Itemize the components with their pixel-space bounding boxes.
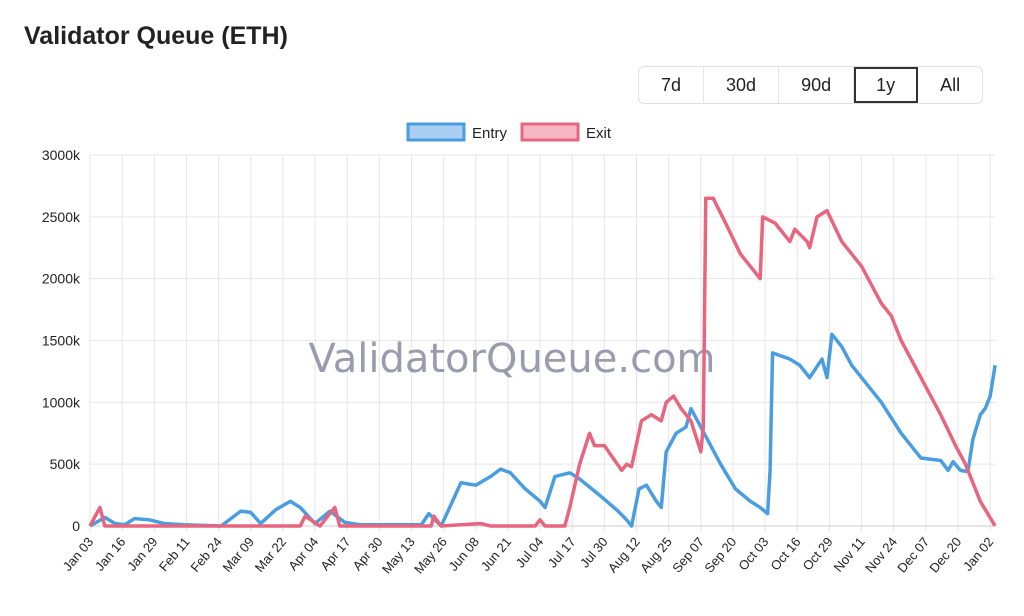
range-90d-button[interactable]: 90d [779,67,855,103]
x-tick-label: Oct 29 [800,534,836,573]
x-tick-label: Aug 12 [605,534,643,575]
page-title: Validator Queue (ETH) [24,22,288,50]
series-line-exit [88,196,997,528]
y-tick-label: 1500k [42,333,81,349]
x-tick-label: Sep 20 [701,534,739,575]
x-tick-label: Oct 16 [767,534,803,573]
x-tick-label: Feb 11 [156,534,193,574]
x-tick-label: Jun 08 [445,534,482,574]
x-tick-label: Jan 29 [124,534,161,574]
x-tick-label: Dec 07 [894,534,932,575]
range-30d-button[interactable]: 30d [704,67,780,103]
y-tick-label: 2000k [42,271,81,287]
x-tick-label: Jan 16 [92,534,129,574]
x-tick-label: Aug 25 [637,534,675,575]
y-tick-label: 3000k [42,147,81,163]
x-tick-label: Mar 22 [252,534,290,575]
x-tick-label: Jan 03 [60,534,97,574]
legend-label-exit: Exit [586,125,612,142]
y-tick-label: 2500k [42,209,81,225]
x-tick-label: Jul 04 [513,534,547,570]
x-tick-label: Sep 07 [669,534,707,575]
x-tick-label: Nov 11 [831,534,868,574]
x-tick-label: Apr 04 [285,534,321,573]
x-tick-label: Oct 03 [735,534,771,573]
legend-swatch-entry [406,122,466,142]
range-all-button[interactable]: All [940,75,961,95]
x-tick-label: Jan 02 [960,534,997,574]
legend-label-entry: Entry [472,125,508,142]
x-tick-label: Apr 17 [317,534,353,573]
x-tick-label: Nov 24 [862,534,900,575]
y-tick-label: 1000k [42,394,81,410]
range-selector: 7d 30d 90d 1y All [638,66,984,104]
series-line-entry [89,332,997,528]
x-tick-label: May 26 [411,534,450,576]
x-tick-label: Jun 21 [478,534,515,574]
range-1y-button[interactable]: 1y [854,67,919,103]
legend-swatch-exit [520,122,580,142]
x-tick-label: May 13 [379,534,418,576]
x-tick-label: Feb 24 [187,534,225,575]
watermark: ValidatorQueue.com [308,336,715,382]
y-tick-label: 0 [72,518,80,534]
y-tick-label: 500k [50,456,81,472]
x-tick-label: Mar 09 [220,534,258,575]
x-tick-label: Jul 17 [545,534,579,570]
x-tick-label: Dec 20 [926,534,964,575]
range-7d-button[interactable]: 7d [639,67,705,103]
